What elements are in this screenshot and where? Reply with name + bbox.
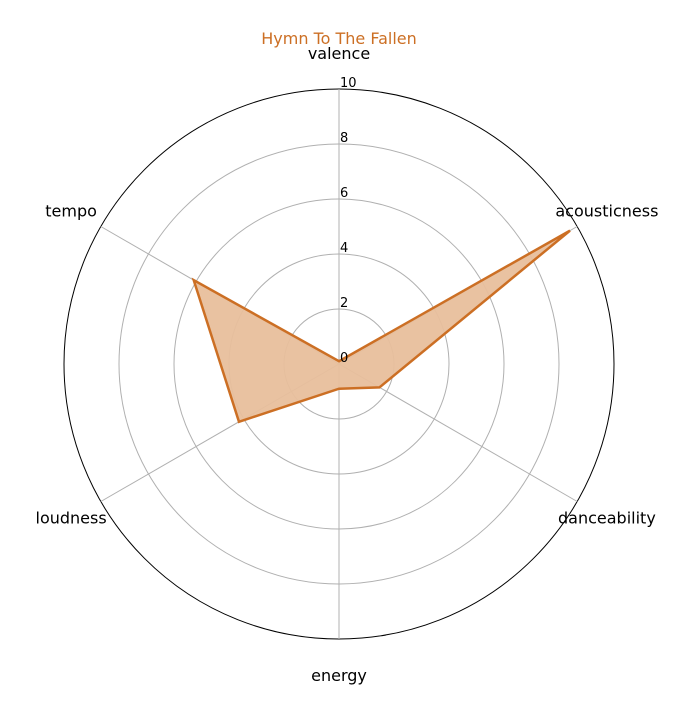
radar-tick-label: 4 xyxy=(340,241,348,256)
radar-tick-label: 8 xyxy=(340,131,348,146)
radar-tick-label: 10 xyxy=(340,76,357,91)
radar-axis-label-loudness: loudness xyxy=(36,509,107,528)
radar-series xyxy=(191,229,571,424)
radar-labels: 0 2 4 6 8 10 valence acousticness danceability en… xyxy=(36,44,659,685)
radar-tick-label: 0 xyxy=(340,351,348,366)
chart-title: Hymn To The Fallen xyxy=(261,29,417,48)
radar-axis-label-danceability: danceability xyxy=(558,509,656,528)
radar-axis-label-acousticness: acousticness xyxy=(555,202,658,221)
radar-tick-label: 2 xyxy=(340,296,348,311)
radar-axis-label-tempo: tempo xyxy=(45,202,97,221)
radar-axis-label-energy: energy xyxy=(311,666,367,685)
radar-series-fill xyxy=(193,230,571,422)
radar-axis-label-valence: valence xyxy=(308,44,370,63)
radar-tick-label: 6 xyxy=(340,186,348,201)
